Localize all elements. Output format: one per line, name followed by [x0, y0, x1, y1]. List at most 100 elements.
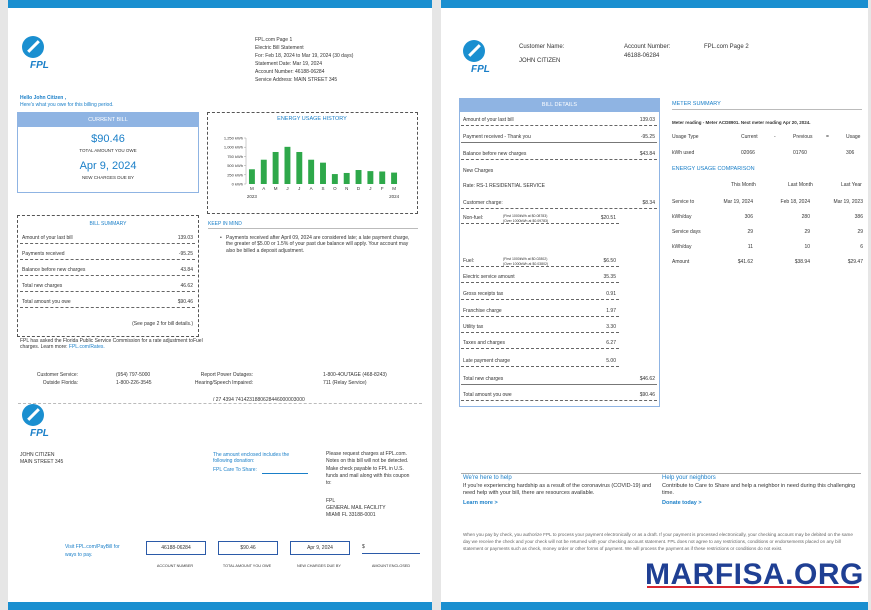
contact-value: 1-800-4OUTAGE (468-8243) — [323, 372, 387, 378]
meter-header: - — [774, 134, 776, 140]
bottom-bar — [441, 602, 868, 610]
greeting-sub: Here's what you owe for this billing per… — [20, 102, 114, 108]
page-2: FPL Customer Name: JOHN CITIZEN Account … — [441, 0, 868, 610]
detail-label: Payment received - Thank you — [463, 134, 531, 140]
coupon-value: Apr 9, 2024 — [290, 541, 350, 555]
rule — [461, 473, 861, 474]
neighbors-link[interactable]: Donate today > — [662, 500, 702, 506]
detail-amount: $6.50 — [603, 258, 616, 264]
help-link[interactable]: Learn more > — [463, 500, 498, 506]
detail-amount: $46.62 — [639, 376, 655, 382]
scan-line: / 27 4394 7414231880628446000003000 — [213, 397, 305, 403]
detail-amount: $90.46 — [639, 392, 655, 398]
meter-cell: 02066 — [741, 150, 755, 156]
bar — [260, 159, 267, 184]
separator — [461, 316, 619, 317]
amount-label: TOTAL AMOUNT YOU OWE — [79, 148, 137, 153]
detail-amount: 35.35 — [603, 274, 616, 280]
separator — [461, 282, 619, 283]
separator — [20, 307, 195, 308]
mail-address-line: GENERAL MAIL FACILITY — [326, 505, 386, 511]
meter-header: Previous — [793, 134, 813, 140]
separator — [461, 208, 657, 209]
logo-text: FPL — [30, 428, 49, 439]
summary-label: Payments received — [22, 251, 65, 257]
comparison-cell: $38.94 — [794, 259, 810, 265]
rate-link[interactable]: FPL.com/Rates. — [68, 344, 105, 351]
mail-note: Please request charges at FPL.com. Notes… — [326, 451, 410, 486]
rate-text: FPL has asked the Florida Public Service… — [20, 338, 203, 351]
bar — [343, 172, 350, 184]
due-date: Apr 9, 2024 — [79, 160, 137, 172]
comparison-cell: 11 — [747, 244, 753, 250]
coupon-label: ACCOUNT NUMBER — [156, 564, 194, 568]
logo-text: FPL — [471, 64, 490, 75]
coupon-value: $90.46 — [218, 541, 278, 555]
separator — [20, 291, 195, 292]
y-tick-label: 1,250 kWh — [224, 136, 243, 141]
comparison-header: This Month — [731, 182, 756, 188]
detail-note: (First 1000kWh at $0.08783) — [503, 214, 548, 218]
bill-summary-box — [17, 215, 199, 337]
customer-label: Customer Name: — [519, 44, 565, 50]
logo: FPL — [461, 40, 495, 80]
detail-amount: $20.51 — [600, 215, 616, 221]
x-tick-label: O — [333, 186, 337, 191]
coupon-value: $ — [362, 541, 420, 554]
bill-details-box — [459, 98, 660, 407]
x-tick-label: N — [345, 186, 348, 191]
watermark: MARFISA.ORG — [645, 558, 864, 591]
summary-amount: 46.62 — [180, 283, 193, 289]
contact-label: Report Power Outages: — [200, 372, 253, 378]
x-tick-label: J — [369, 186, 371, 191]
rate-notice: FPL has asked the Florida Public Service… — [20, 338, 205, 351]
separator — [461, 159, 657, 160]
separator — [461, 299, 619, 300]
detail-label: Amount of your last bill — [463, 117, 514, 123]
meter-cell: kWh used — [672, 150, 695, 156]
comparison-cell: 29 — [857, 229, 863, 235]
x-tick-label: D — [357, 186, 361, 191]
detail-amount: $8.34 — [642, 200, 655, 206]
summary-label: Balance before new charges — [22, 267, 86, 273]
detail-label: New Charges — [463, 168, 494, 174]
x-tick-label: A — [262, 186, 265, 191]
comparison-label: kWh/day — [672, 244, 692, 250]
help-title: We're here to help — [463, 475, 512, 481]
summary-label: Amount of your last bill — [22, 235, 73, 241]
separator — [461, 348, 619, 349]
fine-print: When you pay by check, you authorize FPL… — [463, 532, 853, 551]
detail-label: Balance before new charges — [463, 151, 527, 157]
logo-text: FPL — [30, 60, 49, 71]
x-tick-label: J — [286, 186, 288, 191]
bar — [248, 169, 255, 184]
top-bar — [8, 0, 432, 8]
comparison-cell: 29 — [747, 229, 753, 235]
coupon-label: NEW CHARGES DUE BY — [297, 564, 341, 568]
comparison-cell: 280 — [801, 214, 810, 220]
separator — [461, 142, 657, 143]
comparison-cell: Feb 18, 2024 — [780, 199, 810, 205]
bar — [355, 170, 362, 184]
keep-title: KEEP IN MIND — [208, 221, 242, 227]
comparison-title: ENERGY USAGE COMPARISON — [672, 166, 755, 172]
separator — [461, 332, 619, 333]
bar — [320, 162, 326, 184]
detail-amount: 6.27 — [606, 340, 616, 346]
header-line: Statement Date: Mar 19, 2024 — [255, 61, 322, 67]
x-tick-label: S — [321, 186, 324, 191]
bar — [367, 171, 374, 184]
comparison-cell: Mar 19, 2024 — [723, 199, 753, 205]
comparison-cell: 386 — [854, 214, 863, 220]
comparison-cell: $29.47 — [847, 259, 863, 265]
detail-label: Franchise charge — [463, 308, 502, 314]
due-label: NEW CHARGES DUE BY — [81, 175, 134, 180]
contact-value: 711 (Relay Service) — [323, 380, 367, 386]
help-text: If you're experiencing hardship as a res… — [463, 483, 652, 496]
detail-amount: $43.84 — [639, 151, 655, 157]
comparison-cell: 10 — [804, 244, 810, 250]
comparison-cell: 6 — [860, 244, 863, 250]
summary-amount: 139.03 — [177, 235, 193, 241]
detail-label: Total amount you owe — [463, 392, 512, 398]
